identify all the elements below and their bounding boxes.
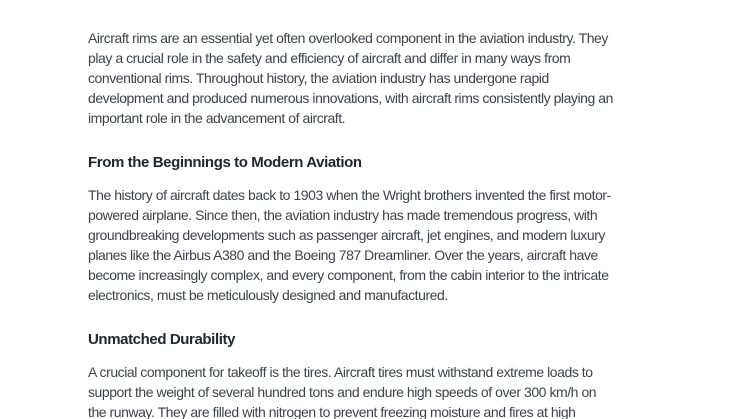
paragraph-line: groundbreaking developments such as pass… xyxy=(88,227,605,243)
section-paragraph-tires: A crucial component for takeoff is the t… xyxy=(88,362,690,419)
section-heading-unmatched-durability: Unmatched Durability xyxy=(88,331,236,348)
paragraph-line: conventional rims. Throughout history, t… xyxy=(88,70,549,86)
paragraph-line: become increasingly complex, and every c… xyxy=(88,267,609,283)
paragraph-line: The history of aircraft dates back to 19… xyxy=(88,187,611,203)
paragraph-line: the runway. They are filled with nitroge… xyxy=(88,404,576,419)
paragraph-line: planes like the Airbus A380 and the Boei… xyxy=(88,247,598,263)
paragraph-line: support the weight of several hundred to… xyxy=(88,384,597,400)
paragraph-line: development and produced numerous innova… xyxy=(88,90,613,106)
intro-paragraph: Aircraft rims are an essential yet often… xyxy=(88,28,690,128)
paragraph-line: powered airplane. Since then, the aviati… xyxy=(88,207,598,223)
paragraph-line: play a crucial role in the safety and ef… xyxy=(88,50,571,66)
paragraph-line: electronics, must be meticulously design… xyxy=(88,287,448,303)
paragraph-line: Aircraft rims are an essential yet often… xyxy=(88,30,608,46)
section-paragraph-history: The history of aircraft dates back to 19… xyxy=(88,185,690,305)
section-heading-beginnings-to-modern-aviation: From the Beginnings to Modern Aviation xyxy=(88,154,362,171)
paragraph-line: A crucial component for takeoff is the t… xyxy=(88,364,593,380)
paragraph-line: important role in the advancement of air… xyxy=(88,110,346,126)
